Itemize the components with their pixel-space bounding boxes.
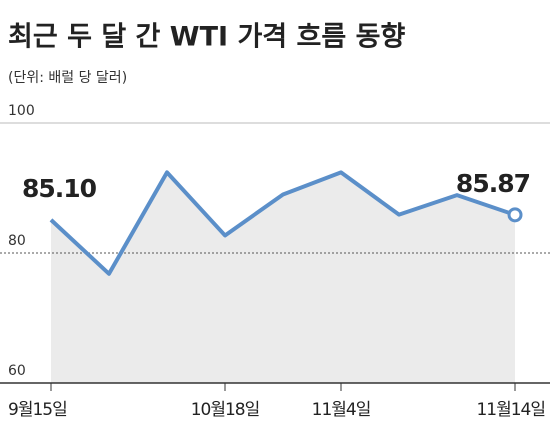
x-tick-label: 11월14일 (476, 400, 545, 420)
end-marker (507, 207, 523, 223)
x-tick-label: 10월18일 (191, 400, 260, 420)
chart-title: 최근 두 달 간 WTI 가격 흐름 동향 (8, 22, 405, 53)
y-tick-label: 100 (8, 103, 35, 119)
y-tick-label: 80 (8, 233, 26, 249)
area (51, 172, 515, 383)
x-tick-label: 9월15일 (8, 400, 67, 420)
value-label: 85.87 (456, 169, 530, 198)
value-label: 85.10 (22, 174, 97, 203)
line (49, 170, 516, 276)
chart-subtitle: (단위: 배럴 당 달러) (8, 70, 127, 86)
y-tick-label: 60 (8, 363, 26, 379)
x-tick-label: 11월4일 (312, 400, 371, 420)
